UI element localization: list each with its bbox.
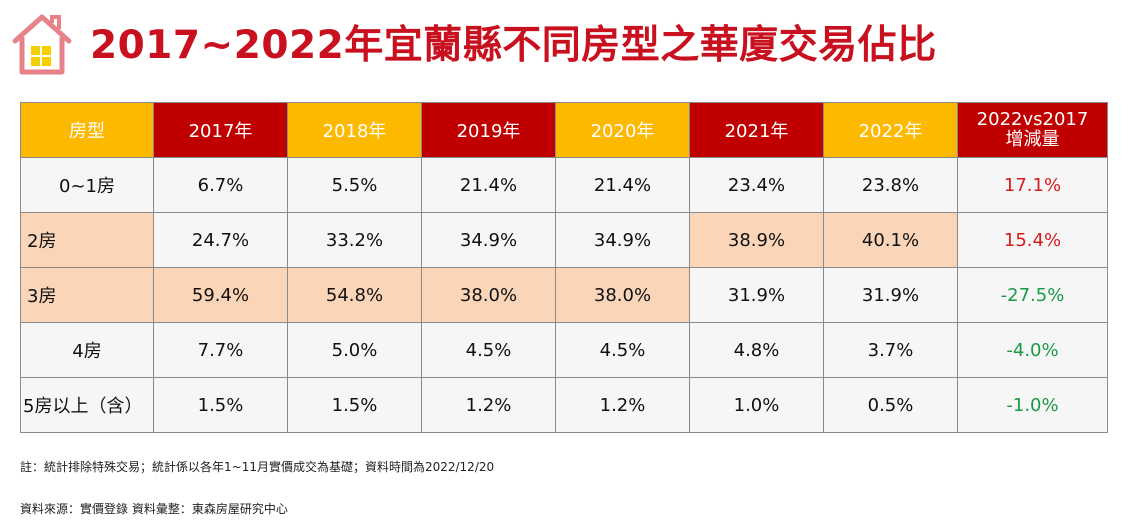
table-row: 2房 24.7% 33.2% 34.9% 34.9% 38.9% 40.1% 1… xyxy=(20,212,1108,268)
data-table: 房型 2017年 2018年 2019年 2020年 2021年 2022年 2… xyxy=(20,102,1108,433)
header-cell: 2019年 xyxy=(421,102,556,158)
change-header-line: 2022vs2017 xyxy=(976,109,1089,130)
table-row: 5房以上（含） 1.5% 1.5% 1.2% 1.2% 1.0% 0.5% -1… xyxy=(20,377,1108,433)
value-cell: 21.4% xyxy=(555,157,690,213)
value-cell: 3.7% xyxy=(823,322,958,378)
value-cell: 4.5% xyxy=(421,322,556,378)
header-cell: 2018年 xyxy=(287,102,422,158)
data-source: 資料來源：實價登錄 資料彙整：東森房屋研究中心 xyxy=(20,502,288,516)
header-cell-change: 2022vs2017 增減量 xyxy=(957,102,1108,158)
value-cell: 1.5% xyxy=(153,377,288,433)
value-cell: 1.0% xyxy=(689,377,824,433)
value-cell: 21.4% xyxy=(421,157,556,213)
value-cell: 31.9% xyxy=(689,267,824,323)
value-cell: 1.5% xyxy=(287,377,422,433)
footnote: 註：統計排除特殊交易；統計係以各年1~11月實價成交為基礎；資料時間為2022/… xyxy=(20,460,495,474)
table-row: 4房 7.7% 5.0% 4.5% 4.5% 4.8% 3.7% -4.0% xyxy=(20,322,1108,378)
value-cell: 40.1% xyxy=(823,212,958,268)
change-cell: -27.5% xyxy=(957,267,1108,323)
value-cell: 7.7% xyxy=(153,322,288,378)
value-cell: 34.9% xyxy=(421,212,556,268)
page-title: 2017~2022年宜蘭縣不同房型之華廈交易佔比 xyxy=(90,23,937,68)
value-cell: 38.0% xyxy=(421,267,556,323)
room-type-cell: 2房 xyxy=(20,212,154,268)
header-cell: 2021年 xyxy=(689,102,824,158)
header-cell: 房型 xyxy=(20,102,154,158)
header-cell: 2022年 xyxy=(823,102,958,158)
value-cell: 0.5% xyxy=(823,377,958,433)
room-type-cell: 4房 xyxy=(20,322,154,378)
value-cell: 38.0% xyxy=(555,267,690,323)
value-cell: 1.2% xyxy=(555,377,690,433)
value-cell: 24.7% xyxy=(153,212,288,268)
value-cell: 59.4% xyxy=(153,267,288,323)
room-type-cell: 5房以上（含） xyxy=(20,377,154,433)
header-cell: 2017年 xyxy=(153,102,288,158)
change-cell: 15.4% xyxy=(957,212,1108,268)
change-header-line: 增減量 xyxy=(1005,129,1060,150)
room-type-cell: 0~1房 xyxy=(20,157,154,213)
value-cell: 4.8% xyxy=(689,322,824,378)
change-cell: -1.0% xyxy=(957,377,1108,433)
value-cell: 1.2% xyxy=(421,377,556,433)
value-cell: 5.0% xyxy=(287,322,422,378)
table-row: 0~1房 6.7% 5.5% 21.4% 21.4% 23.4% 23.8% 1… xyxy=(20,157,1108,213)
house-logo-icon xyxy=(12,14,72,75)
value-cell: 23.8% xyxy=(823,157,958,213)
value-cell: 34.9% xyxy=(555,212,690,268)
value-cell: 5.5% xyxy=(287,157,422,213)
value-cell: 33.2% xyxy=(287,212,422,268)
value-cell: 4.5% xyxy=(555,322,690,378)
header-cell: 2020年 xyxy=(555,102,690,158)
change-cell: 17.1% xyxy=(957,157,1108,213)
value-cell: 6.7% xyxy=(153,157,288,213)
value-cell: 23.4% xyxy=(689,157,824,213)
value-cell: 38.9% xyxy=(689,212,824,268)
header-row: 房型 2017年 2018年 2019年 2020年 2021年 2022年 2… xyxy=(20,102,1108,158)
value-cell: 54.8% xyxy=(287,267,422,323)
change-cell: -4.0% xyxy=(957,322,1108,378)
value-cell: 31.9% xyxy=(823,267,958,323)
room-type-cell: 3房 xyxy=(20,267,154,323)
table-row: 3房 59.4% 54.8% 38.0% 38.0% 31.9% 31.9% -… xyxy=(20,267,1108,323)
